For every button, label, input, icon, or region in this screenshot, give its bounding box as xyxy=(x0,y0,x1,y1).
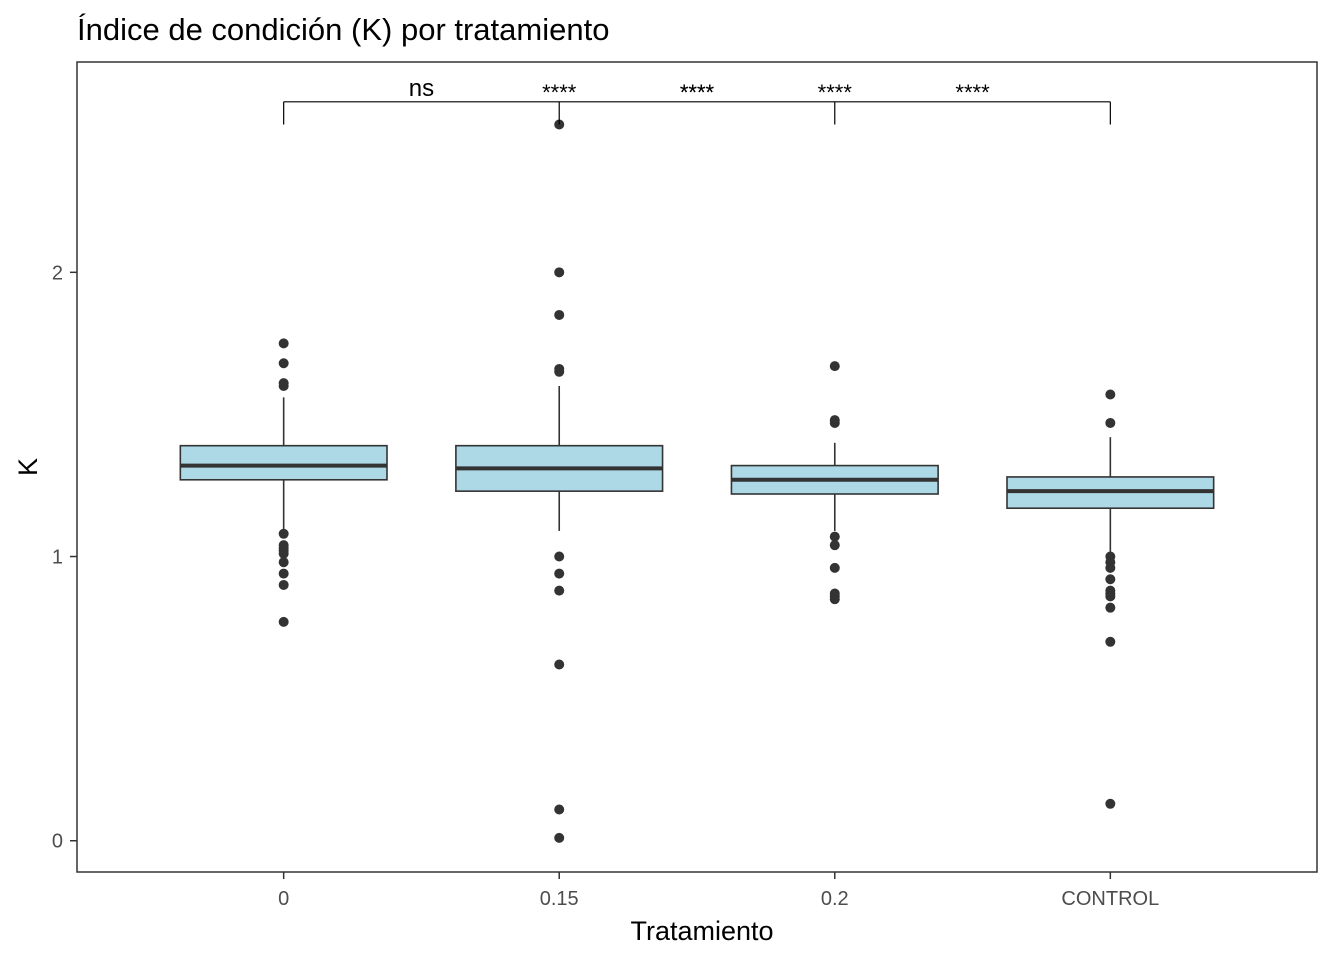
box-group-1 xyxy=(455,119,664,843)
outlier-point-1-2 xyxy=(554,309,565,320)
outlier-point-0-10 xyxy=(278,568,289,579)
outlier-point-0-4 xyxy=(278,528,289,539)
outlier-point-3-0 xyxy=(1105,389,1116,400)
outlier-point-0-11 xyxy=(278,579,289,590)
x-axis: 0 0.15 0.2 CONTROL xyxy=(278,872,1159,910)
box-group-2 xyxy=(730,361,939,605)
significance-label-0: ns xyxy=(409,75,434,102)
outlier-point-2-0 xyxy=(829,361,840,372)
outlier-point-1-9 xyxy=(554,804,565,815)
significance-label-2: **** xyxy=(680,80,715,105)
x-axis-label: Tratamiento xyxy=(630,916,773,946)
outlier-point-0-12 xyxy=(278,616,289,627)
y-axis-label: K xyxy=(13,458,43,476)
box-0 xyxy=(179,444,388,481)
outlier-point-2-5 xyxy=(829,562,840,573)
box-group-3 xyxy=(1006,389,1215,809)
x-tick-label-2: 0.2 xyxy=(821,888,849,910)
y-tick-label-2: 2 xyxy=(52,262,63,284)
outlier-point-0-3 xyxy=(278,381,289,391)
outlier-point-2-8 xyxy=(829,594,840,605)
outlier-point-0-0 xyxy=(278,338,289,349)
box-series xyxy=(179,119,1215,843)
x-tick-label-1: 0.15 xyxy=(540,888,579,910)
outlier-point-2-4 xyxy=(829,540,840,551)
outlier-point-0-9 xyxy=(278,557,289,568)
y-axis: 0 1 2 xyxy=(52,262,77,853)
significance-label-3: **** xyxy=(680,80,715,105)
outlier-point-0-1 xyxy=(278,358,289,369)
x-tick-label-0: 0 xyxy=(278,888,289,910)
outlier-point-3-4 xyxy=(1105,562,1116,573)
significance-label-5: **** xyxy=(955,80,990,105)
significance-label-4: **** xyxy=(818,80,853,105)
x-tick-label-3: CONTROL xyxy=(1061,888,1159,910)
y-tick-label-1: 1 xyxy=(52,547,63,569)
outlier-point-0-8 xyxy=(278,548,289,559)
significance-label-1: **** xyxy=(542,80,577,105)
outlier-point-1-10 xyxy=(554,832,565,843)
outlier-point-1-8 xyxy=(554,659,565,670)
outlier-point-1-6 xyxy=(554,568,565,579)
outlier-point-2-3 xyxy=(829,531,840,542)
outlier-point-3-5 xyxy=(1105,574,1116,585)
chart-title: Índice de condición (K) por tratamiento xyxy=(77,12,609,47)
outlier-point-3-9 xyxy=(1105,602,1116,613)
outlier-point-3-1 xyxy=(1105,417,1116,428)
y-tick-label-0: 0 xyxy=(52,831,63,853)
significance-annotations: ns **** ******** **** **** xyxy=(283,75,1111,125)
outlier-point-1-1 xyxy=(554,267,565,278)
outlier-point-3-11 xyxy=(1105,798,1116,809)
outlier-point-3-8 xyxy=(1105,591,1116,602)
outlier-point-1-7 xyxy=(554,585,565,596)
box-group-0 xyxy=(179,338,388,627)
outlier-point-1-5 xyxy=(554,551,565,562)
outlier-point-3-10 xyxy=(1105,636,1116,647)
outlier-point-2-2 xyxy=(829,417,840,428)
outlier-point-1-4 xyxy=(554,366,565,377)
